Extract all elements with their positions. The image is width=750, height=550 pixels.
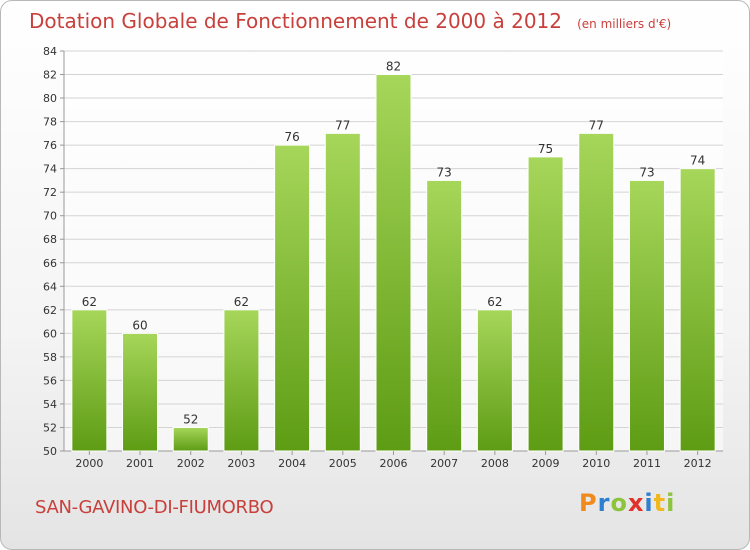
logo-letter: r xyxy=(597,489,611,517)
y-tick-label: 50 xyxy=(43,445,57,458)
bar-2002 xyxy=(172,426,209,452)
x-tick-label: 2009 xyxy=(532,457,560,470)
x-tick-label: 2003 xyxy=(227,457,255,470)
data-label: 76 xyxy=(284,130,299,144)
x-tick-label: 2007 xyxy=(430,457,458,470)
data-label: 74 xyxy=(690,154,705,168)
y-tick-label: 84 xyxy=(43,45,57,58)
bar-2005 xyxy=(324,132,361,452)
chart-title: Dotation Globale de Fonctionnement de 20… xyxy=(29,9,562,33)
data-label: 73 xyxy=(437,165,452,179)
commune-name: SAN-GAVINO-DI-FIUMORBO xyxy=(35,497,274,518)
y-tick-label: 62 xyxy=(43,304,57,317)
data-label: 77 xyxy=(335,118,350,132)
x-tick-label: 2004 xyxy=(278,457,306,470)
y-tick-label: 54 xyxy=(43,398,57,411)
data-label: 60 xyxy=(132,318,147,332)
x-tick-label: 2012 xyxy=(684,457,712,470)
data-label: 73 xyxy=(639,165,654,179)
y-tick-label: 60 xyxy=(43,327,57,340)
y-tick-label: 74 xyxy=(43,163,57,176)
data-label: 62 xyxy=(82,295,97,309)
y-tick-label: 78 xyxy=(43,116,57,129)
y-tick-label: 64 xyxy=(43,280,57,293)
x-tick-label: 2006 xyxy=(380,457,408,470)
y-tick-label: 76 xyxy=(43,139,57,152)
y-tick-label: 72 xyxy=(43,186,57,199)
title-row: Dotation Globale de Fonctionnement de 20… xyxy=(29,9,671,33)
bar-2003 xyxy=(223,309,260,452)
data-label: 75 xyxy=(538,142,553,156)
logo-letter: o xyxy=(610,489,628,517)
bar-2010 xyxy=(578,132,615,452)
bar-2006 xyxy=(375,74,412,452)
y-tick-label: 66 xyxy=(43,257,57,270)
bar-2001 xyxy=(122,332,159,452)
x-tick-label: 2010 xyxy=(582,457,610,470)
bar-2011 xyxy=(628,179,665,452)
data-label: 62 xyxy=(487,295,502,309)
y-tick-label: 68 xyxy=(43,233,57,246)
logo-letter: i xyxy=(644,489,654,517)
x-tick-label: 2000 xyxy=(75,457,103,470)
x-tick-label: 2008 xyxy=(481,457,509,470)
chart-unit: (en milliers d'€) xyxy=(577,17,672,31)
data-label: 77 xyxy=(589,118,604,132)
bar-2004 xyxy=(274,144,311,452)
x-tick-label: 2005 xyxy=(329,457,357,470)
data-label: 82 xyxy=(386,60,401,74)
bar-2008 xyxy=(476,309,513,452)
bar-2007 xyxy=(426,179,463,452)
bar-2012 xyxy=(679,168,716,452)
x-tick-label: 2001 xyxy=(126,457,154,470)
bar-2009 xyxy=(527,156,564,452)
bar-2000 xyxy=(71,309,108,452)
proxiti-logo: Proxiti xyxy=(579,489,675,517)
data-label: 62 xyxy=(234,295,249,309)
y-tick-label: 52 xyxy=(43,421,57,434)
data-label: 52 xyxy=(183,412,198,426)
logo-letter: P xyxy=(579,489,598,517)
y-tick-label: 80 xyxy=(43,92,57,105)
logo-letter: t xyxy=(653,489,667,517)
y-tick-label: 82 xyxy=(43,69,57,82)
y-tick-label: 58 xyxy=(43,351,57,364)
y-tick-label: 56 xyxy=(43,374,57,387)
x-tick-label: 2011 xyxy=(633,457,661,470)
y-tick-label: 70 xyxy=(43,210,57,223)
logo-letter: x xyxy=(627,489,645,517)
logo-letter: i xyxy=(666,489,676,517)
x-tick-label: 2002 xyxy=(177,457,205,470)
